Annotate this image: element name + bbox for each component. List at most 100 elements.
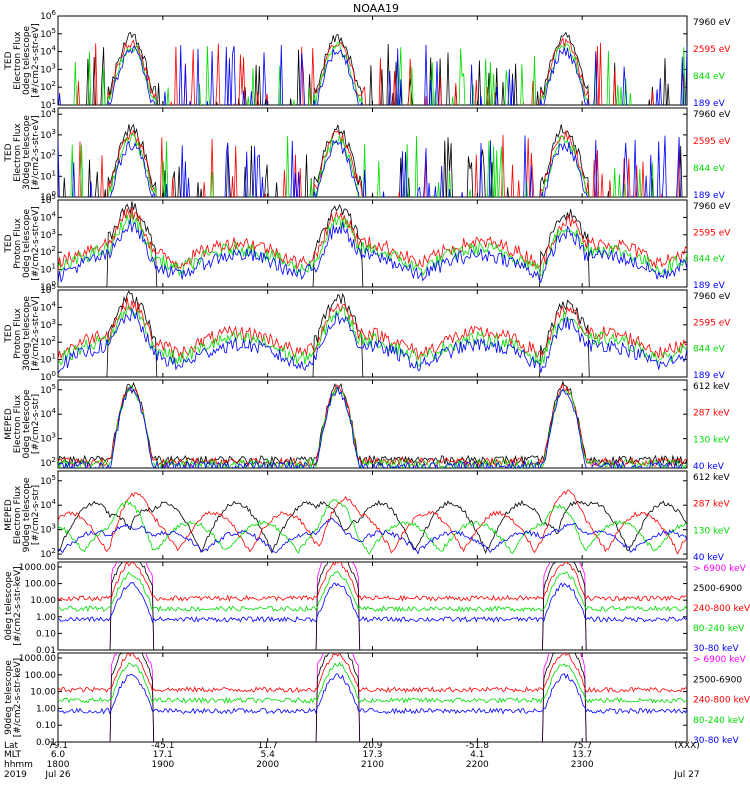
x-tick-value: 5.4 xyxy=(261,750,276,760)
y-axis-label: 0deg telescope xyxy=(22,389,32,459)
x-row-label: 2019 xyxy=(4,770,27,780)
y-tick-label: 1.00 xyxy=(36,704,56,714)
series-189-ev xyxy=(58,135,681,197)
y-tick-label: 102 xyxy=(40,547,56,560)
y-tick-label: 100.00 xyxy=(25,671,57,681)
series-130-kev xyxy=(58,384,687,468)
legend-label: 287 keV xyxy=(693,500,730,510)
panel-5: 102 103 104 105 MEPED Electron Flux 0deg teles… xyxy=(4,379,730,472)
y-tick-label: 1000.00 xyxy=(19,563,56,573)
legend-label: 240-800 keV xyxy=(693,604,750,614)
y-axis-label: Proton Flux xyxy=(13,308,23,359)
series-844-ev xyxy=(70,132,655,197)
series-40-kev xyxy=(58,517,687,555)
legend-label: 2595 eV xyxy=(693,228,731,238)
y-tick-label: 104 xyxy=(40,210,56,223)
legend-label: 7960 eV xyxy=(693,18,731,28)
series-2500-6900 xyxy=(109,562,587,650)
series--6900-kev xyxy=(109,562,587,650)
legend-label: 2500-6900 xyxy=(693,584,742,594)
y-tick-label: 103 xyxy=(40,128,56,141)
y-tick-label: 1.00 xyxy=(36,613,56,623)
series-2595-ev xyxy=(76,37,686,105)
y-tick-label: 104 xyxy=(40,498,56,511)
y-axis-label: [#/cm2-s-str-eV] xyxy=(31,115,41,190)
x-row-label: Lat xyxy=(4,741,19,751)
series-844-ev xyxy=(58,304,687,367)
legend-label: 844 eV xyxy=(693,345,726,355)
y-tick-label: 104 xyxy=(40,45,56,58)
x-tick-value: Jul 27 xyxy=(673,770,699,780)
series-80-240-kev xyxy=(58,570,687,613)
legend-label: 7960 eV xyxy=(693,292,731,302)
plot-title: NOAA19 xyxy=(353,2,399,15)
series-7960-ev xyxy=(106,290,590,377)
x-tick-value: 17.1 xyxy=(153,750,173,760)
x-tick-value: 17.3 xyxy=(362,750,382,760)
y-tick-label: 0.10 xyxy=(36,721,56,731)
y-axis-label: MEPED xyxy=(4,499,14,531)
y-tick-label: 102 xyxy=(40,80,56,93)
x-row-label: hhmm xyxy=(4,760,33,770)
y-tick-label: 102 xyxy=(40,245,56,258)
series-287-kev xyxy=(58,489,687,555)
y-axis-label: [#/cm2-s-str-eV] xyxy=(31,23,41,98)
y-tick-label: 1000.00 xyxy=(19,654,56,664)
x-tick-value: -51.8 xyxy=(466,741,490,751)
x-tick-value: 11.7 xyxy=(258,741,278,751)
y-axis-label: [#/cm2-s-str-eV] xyxy=(31,206,41,281)
y-axis-label: TED xyxy=(4,234,14,253)
panel-traces xyxy=(58,653,687,742)
panel-6: 102 103 104 105 MEPED Electron Flux 90deg tele… xyxy=(4,470,730,563)
x-tick-value: -45.1 xyxy=(151,741,174,751)
series-240-800-kev xyxy=(58,653,687,694)
y-axis-label: [#/cm2-s-str-keV] xyxy=(13,566,23,645)
legend-label: 30-80 keV xyxy=(693,644,739,654)
legend-label: 287 keV xyxy=(693,409,730,419)
legend-label: 2500-6900 xyxy=(693,675,742,685)
legend-label: 240-800 keV xyxy=(693,696,750,706)
series-30-80-kev xyxy=(58,582,687,623)
legend-label: 130 keV xyxy=(693,526,730,536)
y-tick-label: 104 xyxy=(40,407,56,420)
legend-label: 2595 eV xyxy=(693,137,731,147)
y-axis-label: 0deg telescope xyxy=(22,26,32,96)
legend-label: 189 eV xyxy=(693,281,726,291)
panel-7: 0.01 0.10 1.00 10.00 100.00 1000.00 0deg teles… xyxy=(4,561,750,656)
series-2500-6900 xyxy=(109,653,587,742)
y-axis-label: 30deg telescope xyxy=(22,115,32,190)
legend-label: 30-80 keV xyxy=(693,736,739,746)
y-axis-label: Electron Flux xyxy=(13,394,23,453)
panel-8: 0.01 0.10 1.00 10.00 100.00 1000.00 90deg tele… xyxy=(4,652,750,748)
x-row-label: MLT xyxy=(4,750,22,760)
x-tick-value: 20.9 xyxy=(362,741,382,751)
legend-label: > 6900 keV xyxy=(693,655,747,665)
y-tick-label: 103 xyxy=(40,228,56,241)
y-tick-label: 102 xyxy=(40,456,56,469)
panel-traces xyxy=(58,489,687,555)
x-tick-value: 6.0 xyxy=(51,750,66,760)
y-tick-label: 102 xyxy=(40,335,56,348)
x-tick-value: 75.7 xyxy=(572,741,592,751)
y-tick-label: 105 xyxy=(40,27,56,40)
series-844-ev xyxy=(58,213,687,277)
y-tick-label: 101 xyxy=(40,169,56,182)
legend-label: 7960 eV xyxy=(693,202,731,212)
y-axis-label: [#/cm2-s-str-eV] xyxy=(31,296,41,371)
legend-label: > 6900 keV xyxy=(693,564,747,574)
x-tick-value: 4.1 xyxy=(470,750,484,760)
y-tick-label: 105 xyxy=(40,383,56,396)
y-tick-label: 104 xyxy=(40,300,56,313)
legend-label: 844 eV xyxy=(693,164,726,174)
y-tick-label: 101 xyxy=(40,353,56,366)
legend-label: 844 eV xyxy=(693,255,726,265)
x-axis-labels: Lat 79.1 -45.1 11.7 20.9 -51.8 75.7 (XXX) MLT 6.0… xyxy=(4,741,700,780)
series-80-240-kev xyxy=(58,661,687,705)
legend-label: 844 eV xyxy=(693,72,726,82)
y-tick-label: 0.01 xyxy=(36,738,56,748)
y-axis-label: Proton Flux xyxy=(13,218,23,269)
y-axis-label: 0deg telescope xyxy=(22,209,32,279)
